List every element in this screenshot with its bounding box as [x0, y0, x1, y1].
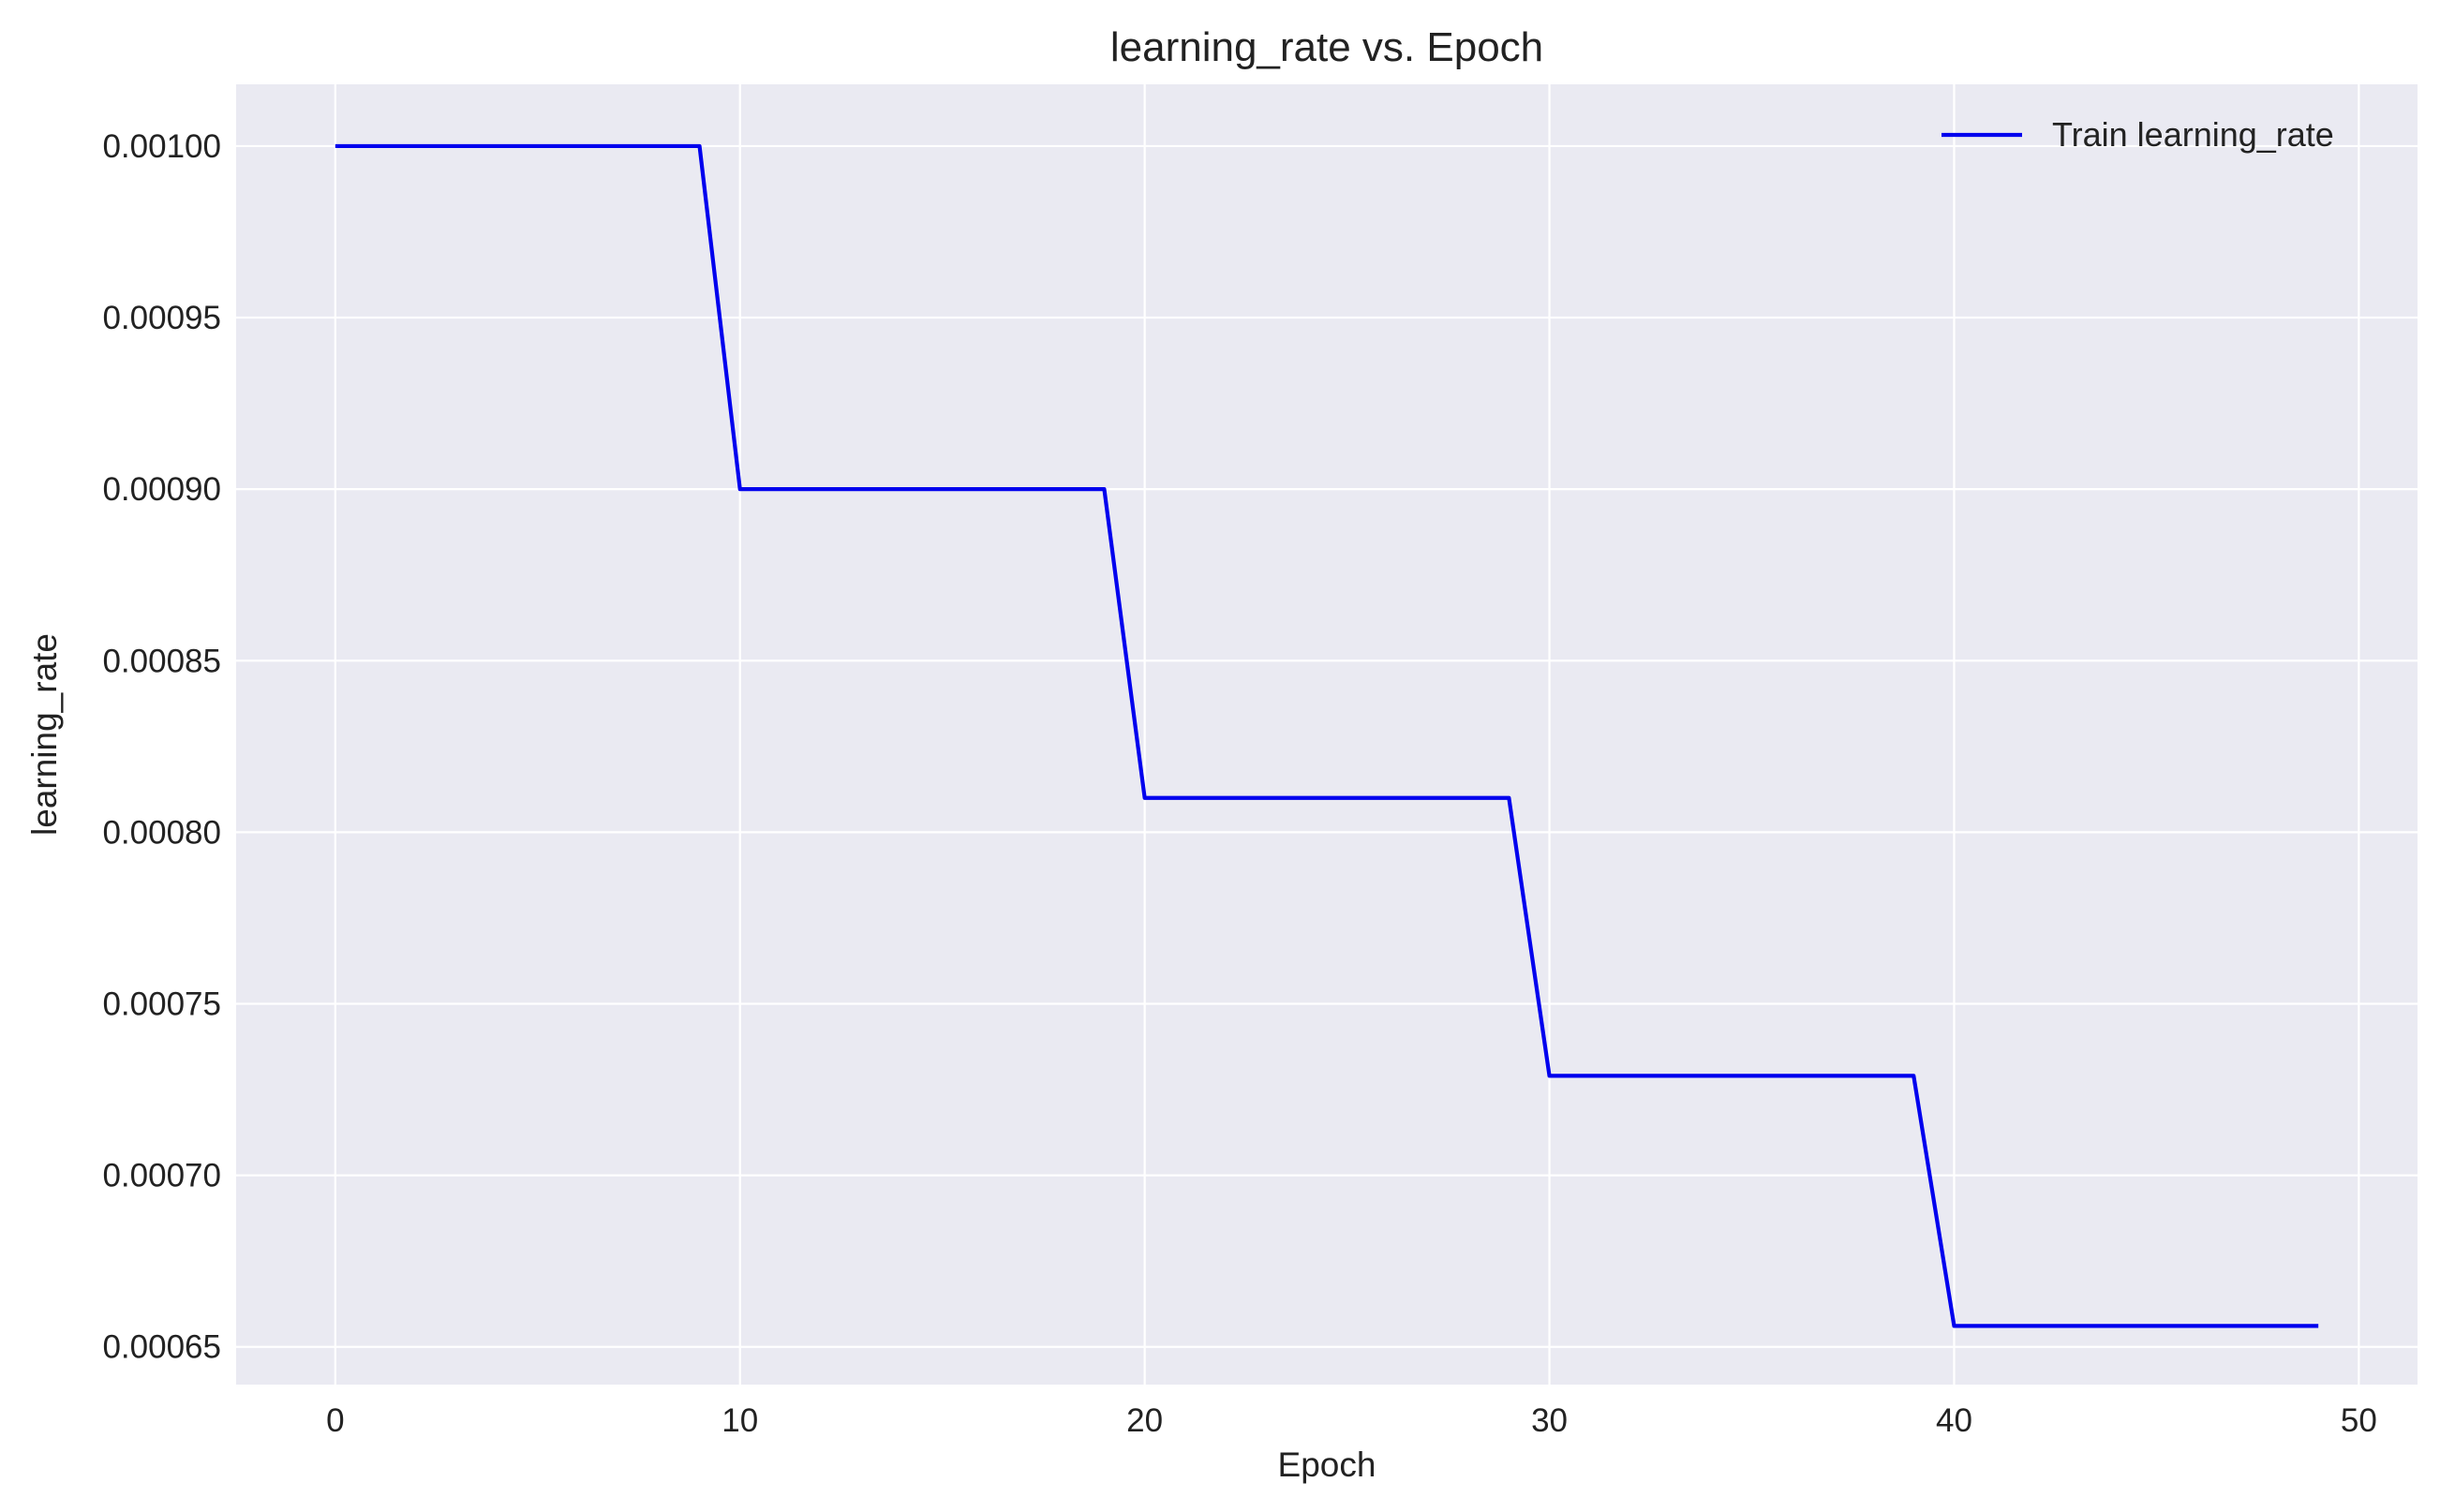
x-tick-label: 20	[1126, 1402, 1163, 1439]
y-tick-label: 0.00065	[102, 1329, 221, 1366]
x-tick-label: 30	[1531, 1402, 1568, 1439]
y-tick-label: 0.00080	[102, 814, 221, 851]
y-tick-label: 0.00075	[102, 986, 221, 1022]
x-tick-label: 0	[326, 1402, 344, 1439]
x-tick-label: 50	[2341, 1402, 2377, 1439]
chart-title: learning_rate vs. Epoch	[1110, 24, 1543, 70]
y-tick-label: 0.00070	[102, 1158, 221, 1194]
x-axis-label: Epoch	[1278, 1445, 1376, 1484]
legend-label-train-learning-rate: Train learning_rate	[2052, 115, 2334, 154]
series-layer	[335, 143, 2319, 1328]
y-tick-label: 0.00100	[102, 128, 221, 165]
y-axis-label: learning_rate	[25, 633, 64, 836]
legend: Train learning_rate	[1942, 115, 2334, 154]
x-axis-ticks: 0 10 20 30 40 50	[326, 1402, 2377, 1439]
y-tick-label: 0.00090	[102, 471, 221, 508]
plot-area	[236, 84, 2418, 1385]
y-tick-label: 0.00085	[102, 643, 221, 679]
x-tick-label: 10	[722, 1402, 758, 1439]
y-tick-label: 0.00095	[102, 300, 221, 336]
series-line-train-learning-rate	[335, 143, 2319, 1328]
grid	[236, 84, 2418, 1385]
y-axis-ticks: 0.00065 0.00070 0.00075 0.00080 0.00085 0.000…	[102, 128, 221, 1366]
x-tick-label: 40	[1936, 1402, 1972, 1439]
